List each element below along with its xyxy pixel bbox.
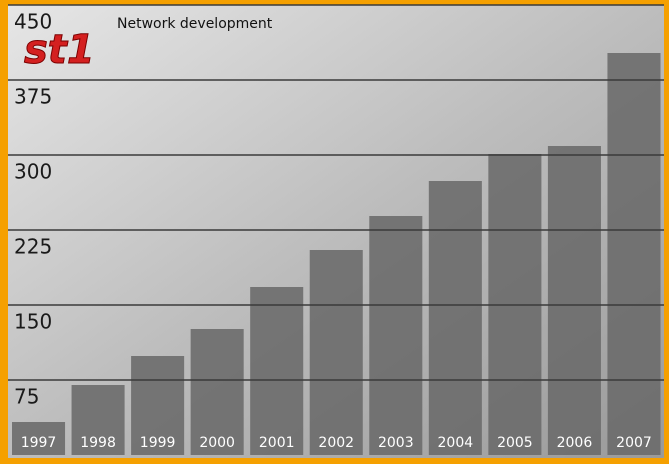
bar: [547, 146, 601, 455]
bar: [607, 53, 661, 455]
x-tick-label: 1999: [140, 435, 176, 451]
logo: st1: [24, 27, 95, 73]
bar: [369, 216, 423, 455]
x-tick-label: 2004: [438, 435, 474, 451]
y-tick-label: 450: [14, 10, 52, 34]
bar: [428, 181, 482, 455]
bar: [309, 250, 363, 455]
x-tick-label: 2005: [497, 435, 533, 451]
y-tick-label: 300: [14, 160, 52, 184]
x-tick-label: 2000: [199, 435, 235, 451]
x-tick-label: 1998: [80, 435, 116, 451]
bar: [131, 356, 185, 455]
y-tick-label: 225: [14, 235, 52, 259]
bar: [71, 385, 125, 455]
y-tick-label: 75: [14, 385, 39, 409]
bar: [12, 422, 66, 455]
bar: [190, 329, 244, 455]
x-tick-label: 2002: [318, 435, 354, 451]
x-tick-label: 1997: [21, 435, 57, 451]
x-tick-label: 2007: [616, 435, 652, 451]
y-tick-label: 150: [14, 310, 52, 334]
y-tick-label: 375: [14, 85, 52, 109]
x-tick-label: 2006: [557, 435, 593, 451]
bar: [250, 287, 304, 455]
x-tick-label: 2003: [378, 435, 414, 451]
x-tick-label: 2001: [259, 435, 295, 451]
chart-title: Network development: [117, 16, 273, 32]
